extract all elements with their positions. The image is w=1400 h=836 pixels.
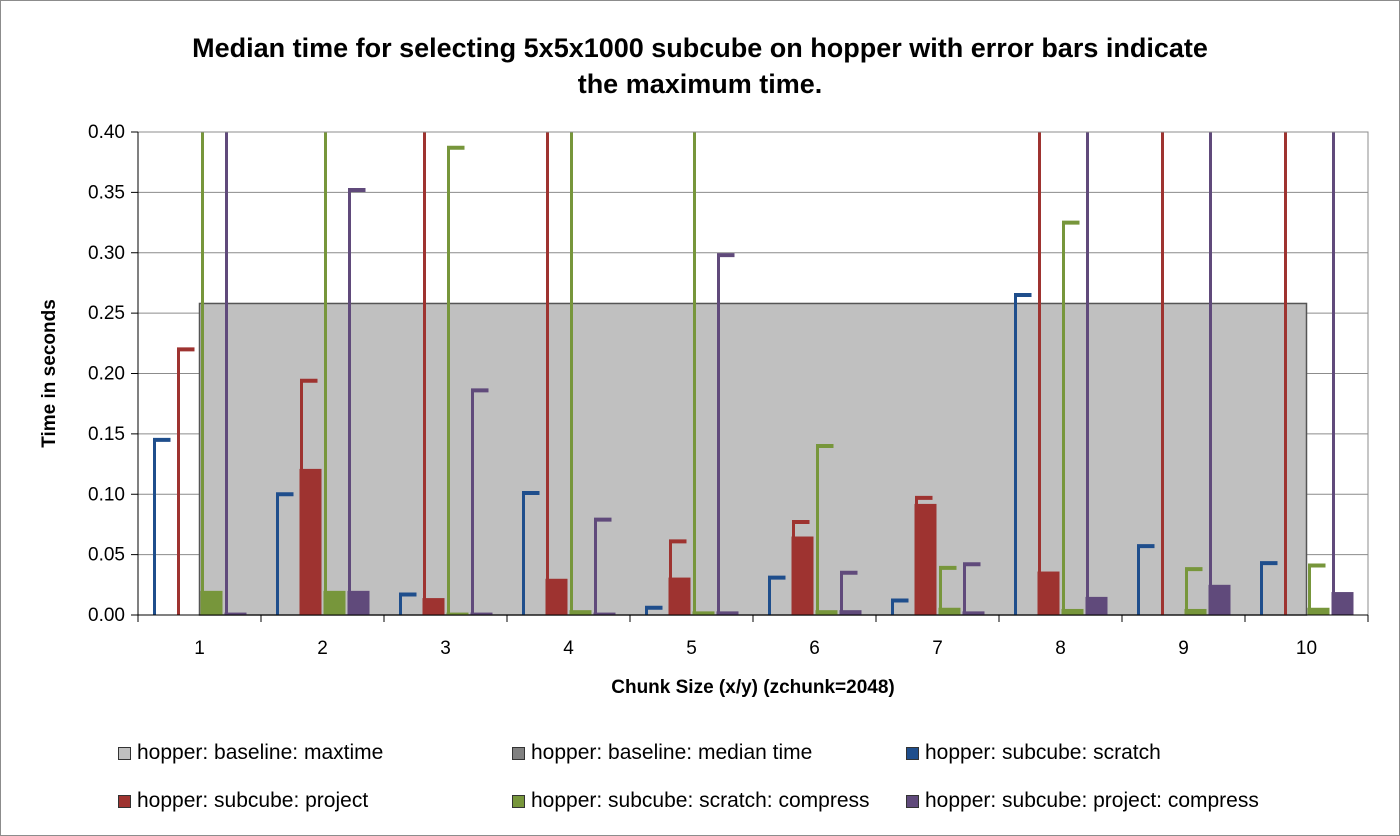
bar-3: [1184, 608, 1207, 615]
bar-3: [938, 607, 961, 615]
x-tick-label: 8: [1055, 638, 1066, 659]
chart-title: Median time for selecting 5x5x1000 subcu…: [100, 30, 1300, 102]
legend-swatch-baseline-maxtime: [118, 746, 131, 760]
bar-4: [1085, 596, 1108, 615]
y-tick-label: 0.20: [88, 364, 125, 385]
bar-3: [200, 590, 223, 615]
y-tick-label: 0.30: [88, 243, 125, 264]
legend-label: hopper: subcube: project: [137, 789, 369, 812]
bar-3: [1307, 607, 1330, 615]
bar-2: [791, 536, 814, 615]
legend-swatch-subcube-scratch: [906, 746, 919, 760]
legend-label: hopper: baseline: median time: [531, 741, 813, 764]
bar-4: [470, 612, 493, 615]
bar-4: [716, 611, 739, 615]
bar-4: [1331, 592, 1354, 615]
x-tick-label: 9: [1178, 638, 1189, 659]
bar-3: [446, 612, 469, 615]
bar-2: [668, 577, 691, 615]
y-tick-label: 0.05: [88, 545, 125, 566]
legend-swatch-subcube-scratch-compress: [512, 794, 525, 808]
bar-2: [1037, 571, 1060, 615]
x-tick-label: 10: [1296, 638, 1317, 659]
bar-2: [422, 598, 445, 615]
legend-swatch-baseline-median: [512, 746, 525, 760]
bar-3: [692, 611, 715, 615]
y-tick-label: 0.10: [88, 484, 125, 505]
x-tick-label: 5: [686, 638, 697, 659]
bar-2: [545, 578, 568, 615]
y-tick-label: 0.15: [88, 424, 125, 445]
bar-4: [224, 612, 247, 615]
bar-3: [815, 610, 838, 615]
x-axis-title: Chunk Size (x/y) (zchunk=2048): [611, 677, 895, 698]
y-tick-label: 0.00: [88, 605, 125, 626]
legend-item-subcube-project-compress: hopper: subcube: project: compress: [906, 787, 1259, 815]
x-tick-label: 3: [440, 638, 451, 659]
legend-item-subcube-project: hopper: subcube: project: [118, 787, 368, 815]
legend-label: hopper: baseline: maxtime: [137, 741, 384, 764]
bar-4: [593, 612, 616, 615]
y-tick-label: 0.35: [88, 182, 125, 203]
bar-4: [1208, 584, 1231, 615]
bar-4: [839, 610, 862, 615]
bar-3: [323, 590, 346, 615]
legend-label: hopper: subcube: scratch: compress: [531, 789, 870, 812]
x-tick-label: 7: [932, 638, 943, 659]
x-tick-label: 4: [563, 638, 574, 659]
x-tick-label: 1: [194, 638, 205, 659]
legend-swatch-subcube-project: [118, 794, 131, 808]
legend-item-subcube-scratch-compress: hopper: subcube: scratch: compress: [512, 787, 870, 815]
legend-item-subcube-scratch: hopper: subcube: scratch: [906, 739, 1161, 767]
chart-title-line-2: the maximum time.: [577, 69, 823, 99]
y-axis-title: Time in seconds: [39, 299, 60, 448]
legend: hopper: baseline: maxtime hopper: baseli…: [118, 735, 1388, 825]
legend-item-baseline-maxtime: hopper: baseline: maxtime: [118, 739, 383, 767]
bar-4: [962, 611, 985, 615]
legend-swatch-subcube-project-compress: [906, 794, 919, 808]
chart-title-line-1: Median time for selecting 5x5x1000 subcu…: [192, 33, 1208, 63]
x-tick-label: 2: [317, 638, 328, 659]
legend-label: hopper: subcube: project: compress: [925, 789, 1259, 812]
x-tick-label: 6: [809, 638, 820, 659]
bar-2: [299, 468, 322, 615]
legend-label: hopper: subcube: scratch: [925, 741, 1161, 764]
legend-item-baseline-median: hopper: baseline: median time: [512, 739, 812, 767]
baseline-maxtime-area: [198, 302, 1308, 616]
bar-3: [1061, 608, 1084, 615]
bar-2: [914, 503, 937, 615]
y-tick-label: 0.25: [88, 303, 125, 324]
y-tick-label: 0.40: [88, 122, 125, 143]
bar-3: [569, 610, 592, 615]
bar-4: [347, 590, 370, 615]
